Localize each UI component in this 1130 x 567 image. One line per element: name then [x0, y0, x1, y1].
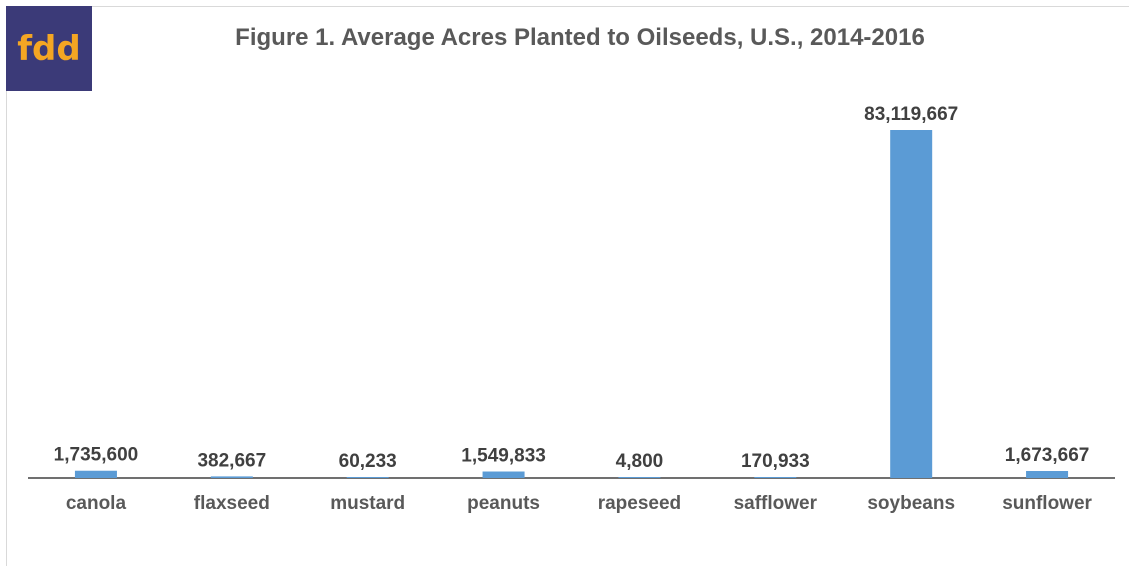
data-label-safflower: 170,933	[741, 451, 810, 472]
category-label-soybeans: soybeans	[867, 493, 955, 514]
category-label-flaxseed: flaxseed	[194, 493, 270, 514]
bar-rapeseed	[618, 477, 661, 478]
bar-soybeans	[890, 130, 933, 478]
data-label-canola: 1,735,600	[54, 445, 139, 466]
data-label-peanuts: 1,549,833	[461, 446, 546, 467]
category-label-peanuts: peanuts	[467, 493, 540, 514]
bar-flaxseed	[210, 476, 253, 478]
logo-text: fdd	[17, 28, 81, 69]
data-label-soybeans: 83,119,667	[864, 104, 958, 125]
bar-canola	[74, 470, 117, 478]
category-label-mustard: mustard	[330, 493, 405, 514]
bar-mustard	[346, 477, 389, 478]
data-label-sunflower: 1,673,667	[1005, 445, 1090, 466]
category-label-sunflower: sunflower	[1002, 493, 1092, 514]
data-label-rapeseed: 4,800	[616, 451, 664, 472]
bar-peanuts	[482, 471, 525, 478]
bar-safflower	[754, 477, 797, 478]
category-label-canola: canola	[66, 493, 127, 514]
data-label-mustard: 60,233	[339, 451, 397, 472]
data-label-flaxseed: 382,667	[197, 450, 266, 471]
chart-title: Figure 1. Average Acres Planted to Oilse…	[235, 24, 925, 51]
category-label-safflower: safflower	[734, 493, 818, 514]
bar-sunflower	[1026, 470, 1069, 478]
fdd-logo: fdd	[6, 6, 92, 91]
category-label-rapeseed: rapeseed	[598, 493, 681, 514]
chart-frame	[6, 6, 1129, 566]
